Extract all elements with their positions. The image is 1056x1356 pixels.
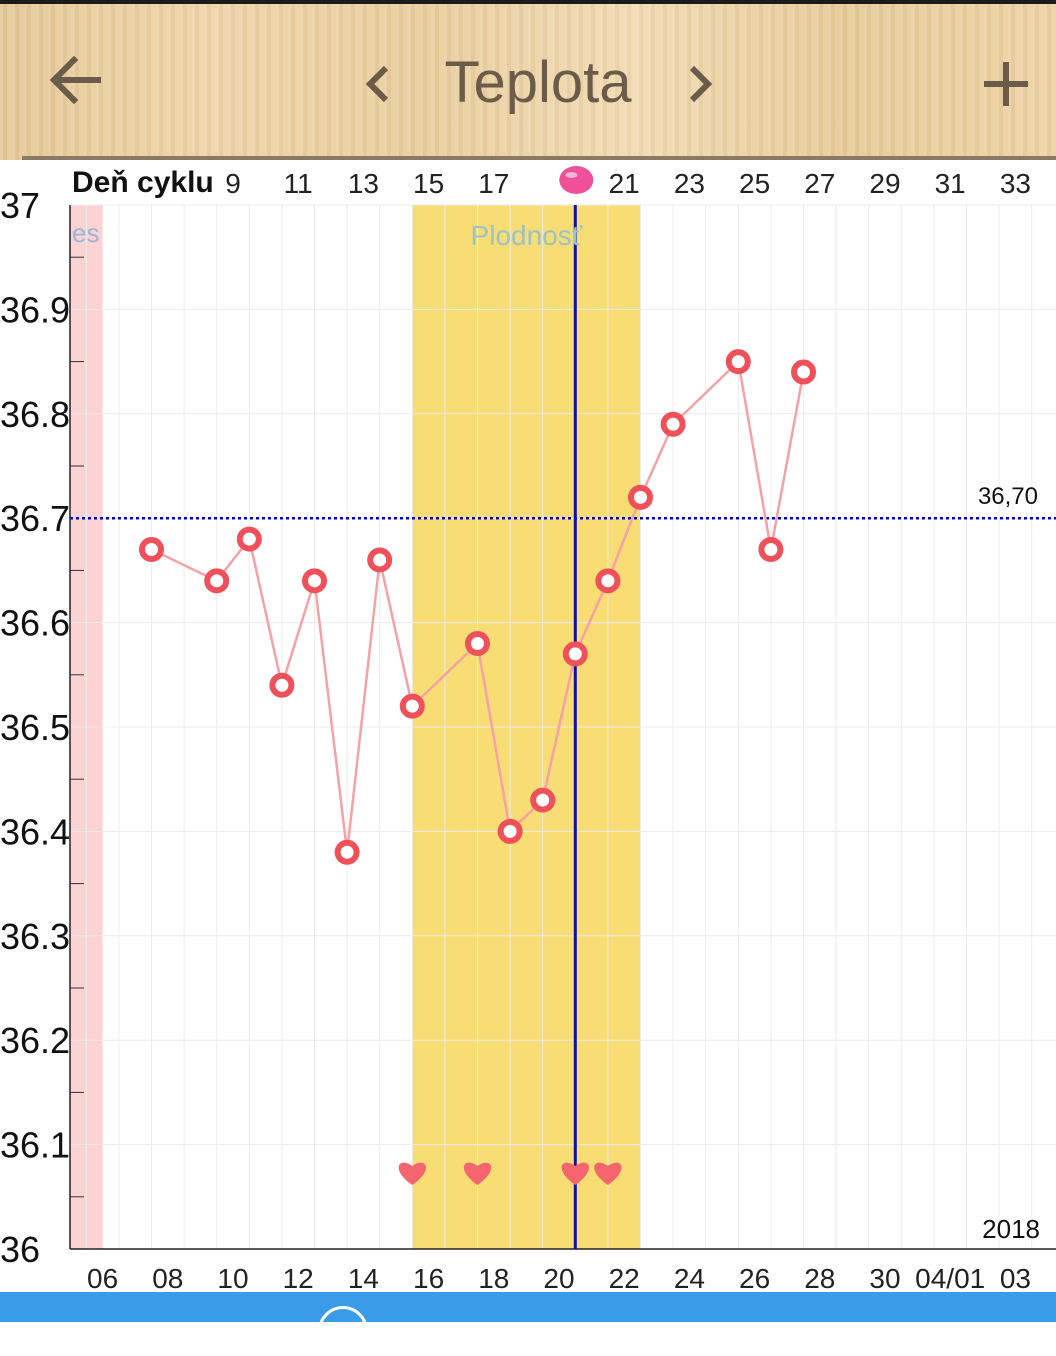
- y-tick-label: 37: [0, 185, 40, 226]
- y-tick-label: 36.7: [0, 498, 70, 539]
- ovulation-day-marker-shine: [565, 172, 578, 178]
- temperature-point: [465, 630, 490, 656]
- plus-icon: [984, 62, 1028, 106]
- add-entry-button[interactable]: [980, 58, 1032, 110]
- x-tick-label: 06: [87, 1263, 118, 1292]
- y-tick-label: 36.2: [0, 1020, 70, 1061]
- coverline-layer: [70, 205, 1056, 1249]
- temperature-point: [725, 349, 751, 375]
- top-toolbar: Teplota: [0, 0, 1056, 160]
- previous-chart-button[interactable]: [360, 62, 396, 106]
- y-tick-label: 36.8: [0, 394, 70, 435]
- temperature-point: [139, 537, 164, 563]
- temperature-point: [236, 526, 262, 552]
- bottom-status-bar[interactable]: [0, 1292, 1056, 1356]
- cycle-day-label: 25: [739, 168, 770, 199]
- x-tick-label: 12: [283, 1263, 314, 1292]
- x-tick-label: 04/01: [915, 1263, 985, 1292]
- cycle-day-label: 11: [284, 168, 313, 199]
- coverline-label: 36,70: [978, 483, 1038, 510]
- temperature-point: [791, 359, 816, 385]
- temperature-point: [628, 484, 653, 510]
- x-tick-label: 08: [152, 1263, 183, 1292]
- temperature-point: [367, 547, 393, 573]
- x-tick-label: 14: [348, 1263, 379, 1292]
- x-tick-label: 20: [543, 1263, 574, 1292]
- temperature-line: [150, 359, 805, 853]
- cycle-day-label: 23: [674, 168, 705, 199]
- y-tick-label: 36.9: [0, 289, 70, 330]
- y-tick-label: 36.4: [0, 811, 70, 852]
- ovulation-day-marker: [559, 166, 594, 194]
- temperature-point: [530, 787, 556, 813]
- temperature-point: [660, 411, 686, 437]
- heart-icon: [398, 1162, 426, 1185]
- back-button[interactable]: [46, 50, 106, 110]
- arrow-left-icon: [49, 55, 101, 105]
- cycle-day-label: 27: [804, 168, 835, 199]
- fertile-window-label: Plodnosť: [471, 220, 583, 251]
- toolbar-divider: [22, 156, 1056, 160]
- x-tick-label: 18: [478, 1263, 509, 1292]
- heart-icon: [594, 1162, 622, 1185]
- y-tick-label: 36.5: [0, 707, 70, 748]
- temperature-point: [595, 568, 621, 594]
- labels-layer: 36 36.1 36.2 36.3 36.4 36.5 36.6 36.7 36.8 36.9 37…: [0, 166, 1040, 1294]
- temperature-point: [562, 641, 588, 667]
- cycle-day-label: 15: [413, 168, 444, 199]
- chevron-left-icon: [365, 65, 389, 103]
- temperature-chart[interactable]: 36 36.1 36.2 36.3 36.4 36.5 36.6 36.7 36.8 36.9 37…: [0, 160, 1056, 1294]
- y-tick-label: 36.6: [0, 603, 70, 644]
- cycle-day-label: 29: [869, 168, 900, 199]
- y-tick-label: 36.3: [0, 916, 70, 957]
- temperature-point: [302, 568, 327, 594]
- heart-icon: [463, 1162, 492, 1185]
- cycle-day-label: 21: [609, 168, 640, 199]
- x-tick-label: 03: [1000, 1263, 1031, 1292]
- temperature-point: [497, 818, 523, 844]
- cycle-day-label: 31: [935, 168, 966, 199]
- temperature-point: [334, 839, 360, 865]
- x-tick-label: 22: [609, 1263, 640, 1292]
- series-layer: [139, 349, 816, 865]
- page-title: Teplota: [444, 50, 632, 115]
- grid-layer: [70, 204, 1056, 1250]
- temperature-chart-svg[interactable]: 36 36.1 36.2 36.3 36.4 36.5 36.6 36.7 36.8 36.9 37…: [0, 160, 1056, 1294]
- cycle-day-label: 13: [348, 168, 379, 199]
- temperature-point: [204, 568, 230, 594]
- circle-icon[interactable]: [318, 1306, 368, 1356]
- period-band-label: es: [72, 218, 99, 248]
- x-tick-label: 26: [739, 1263, 770, 1292]
- cycle-day-axis-label: Deň cyklu: [72, 166, 214, 199]
- year-label: 2018: [982, 1214, 1040, 1244]
- temperature-point: [269, 672, 295, 698]
- heart-icon: [561, 1162, 589, 1185]
- cycle-day-label: 33: [1000, 168, 1031, 199]
- x-tick-label: 30: [869, 1263, 900, 1292]
- temperature-point: [399, 693, 425, 719]
- cycle-day-label: 17: [478, 168, 509, 199]
- next-chart-button[interactable]: [682, 62, 718, 106]
- cycle-day-label: 9: [225, 168, 241, 199]
- intercourse-layer: [398, 1162, 622, 1185]
- y-tick-label: 36: [0, 1229, 40, 1270]
- y-tick-label: 36.1: [0, 1125, 70, 1166]
- x-tick-label: 24: [674, 1263, 705, 1292]
- x-tick-label: 10: [217, 1263, 248, 1292]
- x-tick-label: 28: [804, 1263, 835, 1292]
- x-tick-label: 16: [413, 1263, 444, 1292]
- temperature-point: [758, 537, 784, 563]
- axes-layer: [69, 205, 1056, 1250]
- chevron-right-icon: [689, 65, 713, 103]
